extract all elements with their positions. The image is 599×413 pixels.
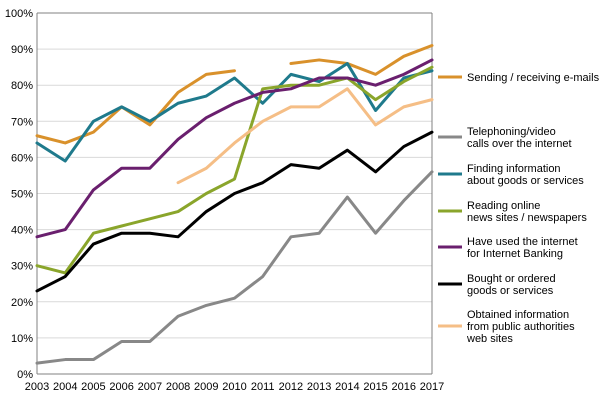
legend: Sending / receiving e-mails Telephoning/v… — [438, 72, 599, 345]
x-tick-label: 2008 — [166, 381, 190, 393]
x-tick-label: 2014 — [335, 381, 359, 393]
y-tick-label: 40% — [11, 225, 33, 237]
y-tick-label: 80% — [11, 80, 33, 92]
series-line — [35, 58, 434, 239]
series-line — [35, 62, 434, 163]
x-tick-label: 2017 — [420, 381, 444, 393]
series-1 — [35, 43, 434, 145]
series-3 — [35, 62, 434, 163]
series-line — [289, 43, 434, 76]
x-tick-label: 2015 — [363, 381, 387, 393]
legend-label: from public authorities — [467, 321, 575, 333]
x-tick-label: 2004 — [53, 381, 77, 393]
series-line — [176, 87, 434, 185]
series-7 — [176, 87, 434, 185]
x-tick-label: 2009 — [194, 381, 218, 393]
y-tick-label: 10% — [11, 333, 33, 345]
x-tick-label: 2016 — [392, 381, 416, 393]
x-tick-label: 2011 — [251, 381, 275, 393]
legend-label: news sites / newspapers — [467, 212, 587, 224]
legend-label: Have used the internet — [467, 236, 578, 248]
legend-label: about goods or services — [467, 175, 584, 187]
x-tick-label: 2007 — [138, 381, 162, 393]
series-4 — [35, 65, 434, 275]
series-2 — [35, 170, 434, 365]
legend-label: Finding information — [467, 163, 561, 175]
x-tick-label: 2013 — [307, 381, 331, 393]
series-line — [35, 130, 434, 293]
x-tick-label: 2010 — [222, 381, 246, 393]
x-tick-label: 2003 — [25, 381, 49, 393]
legend-label: goods or services — [467, 285, 554, 297]
legend-label: Reading online — [467, 200, 540, 212]
series-lines — [35, 43, 434, 365]
y-tick-label: 0% — [17, 369, 33, 381]
legend-label: Sending / receiving e-mails — [467, 72, 599, 84]
y-tick-label: 50% — [11, 189, 33, 201]
series-line — [35, 65, 434, 275]
legend-item-1: Sending / receiving e-mails — [438, 72, 599, 84]
axes — [36, 12, 433, 375]
y-tick-label: 30% — [11, 261, 33, 273]
legend-label: Obtained information — [467, 309, 569, 321]
y-tick-label: 70% — [11, 116, 33, 128]
legend-label: web sites — [466, 333, 513, 345]
legend-label: Telephoning/video — [467, 126, 556, 138]
series-6 — [35, 130, 434, 293]
y-tick-label: 90% — [11, 44, 33, 56]
legend-label: calls over the internet — [467, 138, 572, 150]
y-tick-label: 60% — [11, 152, 33, 164]
x-tick-label: 2006 — [109, 381, 133, 393]
legend-label: for Internet Banking — [467, 248, 563, 260]
y-tick-label: 20% — [11, 297, 33, 309]
series-line — [35, 69, 236, 145]
legend-label: Bought or ordered — [467, 273, 556, 285]
tick-labels: 0% 10% 20% 30% 40% 50% 60% 70% 80% 90% 100% 2003 200… — [5, 8, 444, 393]
y-tick-label: 100% — [5, 8, 33, 20]
x-tick-label: 2005 — [81, 381, 105, 393]
x-tick-label: 2012 — [279, 381, 303, 393]
series-line — [35, 170, 434, 365]
series-5 — [35, 58, 434, 239]
